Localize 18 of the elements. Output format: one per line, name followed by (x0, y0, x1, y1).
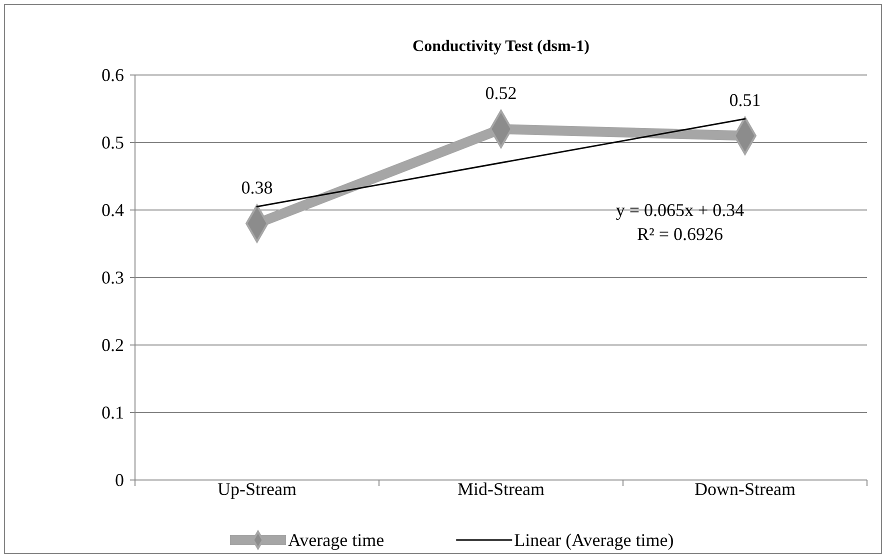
y-tick-label: 0 (115, 470, 124, 490)
x-tick-label: Up-Stream (218, 479, 296, 499)
data-label: 0.52 (485, 83, 517, 103)
y-tick-label: 0.5 (102, 132, 124, 152)
y-tick-label: 0.2 (102, 334, 124, 355)
y-tick-label: 0.1 (102, 402, 124, 422)
legend-label: Average time (288, 530, 384, 550)
y-tick-label: 0.3 (102, 267, 124, 288)
data-label: 0.38 (241, 178, 273, 198)
legend-label: Linear (Average time) (514, 530, 674, 550)
x-tick-label: Mid-Stream (458, 479, 544, 499)
y-tick-label: 0.4 (102, 200, 124, 220)
data-label: 0.51 (729, 90, 761, 110)
x-tick-label: Down-Stream (694, 479, 796, 499)
chart-title: Conductivity Test (dsm-1) (412, 38, 590, 55)
annotation: y = 0.065x + 0.34 (616, 200, 744, 220)
y-tick-label: 0.6 (102, 64, 124, 85)
annotation: R² = 0.6926 (636, 224, 724, 244)
